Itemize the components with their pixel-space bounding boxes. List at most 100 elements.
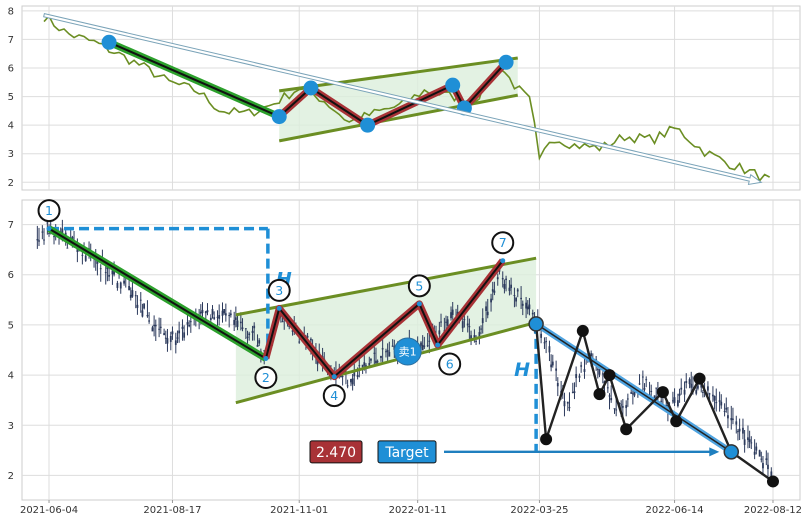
candle-body (171, 331, 174, 335)
wave-point-dot (500, 258, 506, 264)
wave-label-circle (438, 352, 462, 376)
candle-body (306, 335, 309, 338)
candle-body (380, 355, 382, 358)
candle-body (251, 330, 254, 333)
candle-body (48, 232, 50, 234)
candle-body (528, 304, 531, 310)
overview-pattern-point (271, 109, 287, 125)
projection-point (593, 388, 606, 401)
candle-body (630, 392, 633, 394)
candle-body (478, 332, 481, 337)
candle-body (146, 315, 149, 317)
wave-point-dot (331, 374, 337, 380)
candle-body (718, 400, 721, 402)
projection-point (540, 433, 553, 446)
target-label-box (377, 440, 437, 464)
candle-body (758, 450, 761, 457)
overview-y-tick-label: 2 (8, 178, 14, 189)
overview-pattern-point (445, 77, 461, 93)
candle-body (128, 286, 130, 291)
candle-body (747, 437, 749, 440)
candle-body (421, 344, 424, 351)
candle-body (253, 325, 256, 329)
candle-body (341, 376, 344, 378)
candle-body (176, 337, 179, 339)
candle-body (515, 297, 517, 302)
candle-body (678, 393, 681, 396)
candle-body (445, 321, 447, 323)
main-zigzag (264, 260, 504, 379)
candle-body (760, 458, 763, 460)
candle-body (113, 269, 115, 275)
main-x-tick-label: 2022-03-25 (510, 505, 568, 516)
candle-body (189, 321, 192, 323)
candle-body (228, 315, 231, 317)
main-x-tick-label: 2021-08-17 (143, 505, 201, 516)
overview-trend-arrow (43, 12, 763, 186)
candle-body (625, 405, 628, 409)
candle-body (108, 275, 110, 277)
candle-body (727, 415, 729, 419)
candle-body (568, 407, 571, 409)
candle-body (650, 390, 653, 392)
candle-body (244, 328, 247, 330)
candle-body (139, 299, 142, 301)
candle-body (281, 321, 284, 323)
wave-label-number: 2 (262, 370, 270, 385)
target-value-text: 2.470 (316, 445, 356, 461)
candle-body (688, 379, 691, 385)
candle-body (520, 297, 522, 300)
candle-body (129, 294, 132, 298)
candle-body (99, 268, 102, 270)
candle-body (358, 365, 361, 367)
candle-body (136, 304, 139, 308)
candle-body (526, 306, 529, 310)
overview-channel-lower (278, 93, 519, 143)
projection-anchor-point (528, 316, 544, 332)
wave-label-circle (407, 274, 431, 298)
overview-y-tick-label: 4 (8, 121, 14, 132)
candle-body (438, 330, 441, 335)
h-marker-right-label: H (514, 359, 530, 381)
candle-body (141, 310, 144, 317)
candle-body (618, 402, 621, 404)
overview-pattern-point (101, 34, 117, 50)
candle-body (481, 318, 484, 324)
wave-label-circle (322, 384, 346, 408)
candle-body (601, 373, 604, 375)
projection-point (670, 415, 683, 428)
candle-body (580, 365, 583, 367)
main-y-tick-label: 7 (8, 220, 14, 231)
wave-point-dot (435, 342, 441, 348)
candle-body (41, 231, 44, 233)
candle-body (38, 240, 40, 242)
wave-label-circle (491, 231, 515, 255)
candle-body (673, 397, 676, 403)
candle-body (248, 333, 251, 336)
overview-pattern-point (498, 54, 514, 70)
candle-body (521, 303, 524, 306)
candle-body (633, 391, 636, 396)
candle-body (169, 335, 172, 342)
wave-label-circle (37, 199, 61, 223)
candle-body (174, 340, 177, 345)
candle-body (735, 421, 738, 425)
candle-body (730, 418, 733, 421)
wave-label-number: 5 (415, 278, 423, 293)
wave-point-dot (263, 356, 269, 362)
wave-label-number: 3 (275, 283, 283, 298)
candle-body (470, 335, 472, 342)
candle-body (720, 401, 723, 406)
wave-label-number: 7 (499, 235, 507, 250)
candle-body (508, 287, 511, 291)
candle-body (480, 328, 482, 330)
candle-body (708, 393, 711, 395)
candle-body (473, 335, 476, 339)
candle-body (583, 369, 586, 372)
overview-y-tick-label: 5 (8, 92, 14, 103)
main-x-tick-label: 2022-08-12 (744, 505, 802, 516)
overview-y-tick-label: 6 (8, 64, 14, 75)
candle-body (496, 277, 499, 280)
